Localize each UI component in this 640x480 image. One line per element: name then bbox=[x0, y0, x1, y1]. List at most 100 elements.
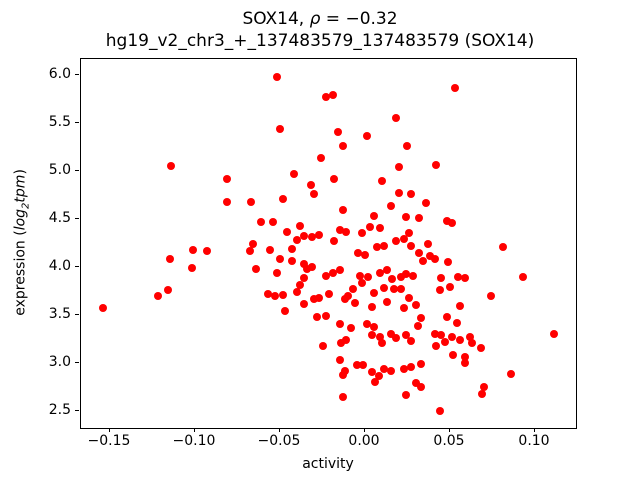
data-point bbox=[248, 239, 257, 248]
data-point bbox=[507, 370, 516, 379]
data-point bbox=[403, 142, 412, 151]
y-tick-mark bbox=[75, 218, 79, 219]
data-point bbox=[359, 360, 368, 369]
data-point bbox=[369, 212, 378, 221]
x-tick-mark bbox=[109, 428, 110, 432]
data-point bbox=[289, 169, 298, 178]
data-point bbox=[379, 364, 388, 373]
data-point bbox=[406, 336, 415, 345]
x-tick-label: −0.05 bbox=[257, 433, 301, 449]
data-point bbox=[338, 206, 347, 215]
y-tick-mark bbox=[75, 314, 79, 315]
data-point bbox=[383, 265, 392, 274]
data-point bbox=[272, 268, 281, 277]
data-point bbox=[449, 351, 458, 360]
x-tick-label: 0.00 bbox=[348, 433, 380, 449]
data-point bbox=[406, 189, 415, 198]
data-point bbox=[99, 304, 108, 313]
x-tick-label: −0.10 bbox=[172, 433, 216, 449]
data-point bbox=[264, 289, 273, 298]
data-point bbox=[299, 232, 308, 241]
data-point bbox=[386, 366, 395, 375]
data-point bbox=[163, 285, 172, 294]
data-point bbox=[269, 217, 278, 226]
data-point bbox=[316, 154, 325, 163]
data-point bbox=[378, 176, 386, 185]
data-point bbox=[335, 355, 344, 364]
data-point bbox=[265, 245, 274, 254]
data-point bbox=[447, 218, 456, 227]
data-point bbox=[310, 189, 319, 198]
x-tick-label: 0.10 bbox=[518, 433, 550, 449]
data-point bbox=[444, 258, 453, 267]
y-tick-mark bbox=[75, 122, 79, 123]
data-point bbox=[367, 331, 376, 340]
data-point bbox=[478, 389, 487, 398]
data-point bbox=[379, 241, 388, 250]
data-point bbox=[342, 335, 351, 344]
data-point bbox=[432, 161, 441, 170]
data-point bbox=[386, 202, 395, 211]
data-point bbox=[454, 273, 463, 282]
data-point bbox=[401, 390, 410, 399]
data-point bbox=[396, 284, 405, 293]
data-point bbox=[405, 229, 414, 238]
data-point bbox=[396, 273, 405, 282]
data-point bbox=[476, 343, 485, 352]
plot-area bbox=[80, 58, 577, 429]
data-point bbox=[340, 294, 349, 303]
data-point bbox=[350, 299, 359, 308]
data-point bbox=[338, 142, 347, 151]
data-point bbox=[357, 229, 366, 238]
data-point bbox=[422, 198, 431, 207]
data-point bbox=[321, 271, 330, 280]
data-point bbox=[394, 189, 403, 198]
data-point bbox=[167, 162, 176, 171]
chart-title: SOX14, ρ = −0.32 hg19_v2_chr3_+_13748357… bbox=[20, 8, 620, 52]
data-point bbox=[442, 216, 451, 225]
data-point bbox=[400, 364, 409, 373]
x-tick-label: 0.05 bbox=[433, 433, 465, 449]
y-tick-mark bbox=[75, 410, 79, 411]
data-point bbox=[415, 248, 424, 257]
data-point bbox=[338, 393, 347, 402]
data-point bbox=[418, 257, 427, 266]
data-point bbox=[315, 293, 324, 302]
data-point bbox=[461, 274, 470, 283]
data-point bbox=[279, 290, 288, 299]
data-point bbox=[310, 294, 319, 303]
data-point bbox=[413, 322, 422, 331]
data-point bbox=[417, 382, 426, 391]
data-point bbox=[466, 332, 475, 341]
data-point bbox=[321, 93, 330, 102]
data-point bbox=[415, 213, 424, 222]
y-tick-mark bbox=[75, 170, 79, 171]
data-point bbox=[349, 284, 358, 293]
data-point bbox=[287, 244, 296, 253]
data-point bbox=[361, 251, 370, 260]
data-point bbox=[272, 72, 281, 81]
data-point bbox=[435, 285, 444, 294]
data-point bbox=[411, 301, 420, 310]
data-point bbox=[435, 406, 444, 415]
data-point bbox=[423, 239, 432, 248]
x-tick-mark bbox=[534, 428, 535, 432]
data-point bbox=[498, 242, 507, 251]
data-point bbox=[400, 304, 409, 313]
data-point bbox=[401, 331, 410, 340]
data-point bbox=[445, 283, 454, 292]
data-point bbox=[400, 235, 409, 244]
x-tick-mark bbox=[449, 428, 450, 432]
data-point bbox=[223, 174, 232, 183]
title-gene: SOX14, bbox=[242, 9, 310, 29]
data-point bbox=[299, 260, 308, 269]
data-point bbox=[391, 333, 400, 342]
data-point bbox=[247, 197, 256, 206]
x-tick-mark bbox=[279, 428, 280, 432]
data-point bbox=[342, 228, 351, 237]
data-point bbox=[330, 237, 339, 245]
data-point bbox=[153, 291, 162, 300]
y-tick-label: 3.0 bbox=[48, 354, 71, 370]
y-tick-mark bbox=[75, 362, 79, 363]
data-point bbox=[401, 269, 410, 278]
